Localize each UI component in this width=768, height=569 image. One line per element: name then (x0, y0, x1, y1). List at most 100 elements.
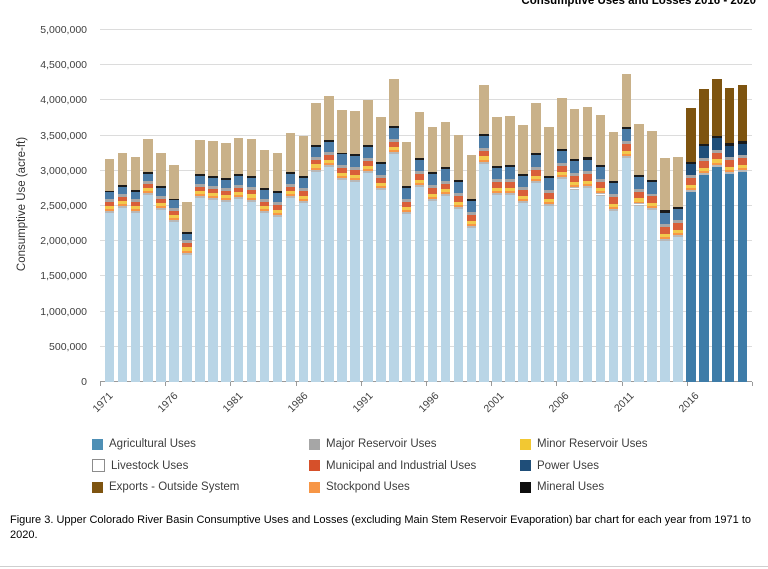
bar-segment (712, 166, 722, 382)
bar-segment (466, 215, 477, 221)
bar-segment (608, 203, 619, 207)
bar-segment (505, 115, 515, 166)
bar-segment (634, 205, 645, 382)
grid-line (100, 134, 752, 136)
bar-slot (219, 30, 232, 382)
bar-segment (737, 141, 748, 144)
bar-segment (182, 240, 192, 244)
bar-segment (518, 201, 528, 204)
bar-segment (233, 199, 244, 382)
bar-segment (117, 208, 128, 382)
bar-segment (699, 174, 709, 382)
bar-segment (143, 184, 153, 188)
bar-segment (686, 163, 696, 176)
bar-segment (272, 209, 283, 214)
bar-segment (595, 188, 606, 192)
bar-segment (531, 155, 541, 168)
bar-segment (440, 183, 451, 189)
bar-segment (337, 109, 347, 153)
bar-slot (284, 30, 297, 382)
bar-segment (272, 217, 283, 382)
bar-segment (440, 121, 451, 168)
bar-segment (673, 157, 683, 207)
bar (208, 30, 218, 382)
bar-segment (531, 153, 541, 156)
bar-segment (220, 187, 231, 191)
x-axis-line (100, 381, 752, 382)
bar-slot (413, 30, 426, 382)
bar-segment (453, 204, 464, 207)
bar (259, 30, 270, 382)
bar-segment (466, 225, 477, 228)
bar-segment (414, 160, 425, 172)
bar-segment (712, 152, 722, 160)
bar-segment (492, 179, 502, 183)
bar-segment (518, 175, 528, 188)
bar-slot (542, 30, 555, 382)
bar-segment (156, 195, 166, 199)
bar-segment (505, 192, 515, 195)
bar (427, 30, 438, 382)
grid-line (100, 205, 752, 206)
bar-segment (634, 191, 645, 199)
legend-item: Major Reservoir Uses (309, 438, 520, 450)
bar-segment (376, 185, 386, 188)
bar-segment (544, 198, 554, 202)
bar-segment (505, 181, 515, 188)
bar-segment (324, 167, 334, 382)
bar-segment (208, 176, 218, 178)
bar-segment (285, 194, 296, 197)
bar-segment (544, 175, 554, 178)
bar-segment (505, 178, 515, 182)
bar-segment (466, 212, 477, 216)
bar-segment (143, 173, 153, 182)
bar (531, 30, 541, 382)
bar-segment (246, 189, 257, 195)
bar-segment (634, 201, 645, 204)
bar-segment (466, 220, 477, 224)
bar-segment (544, 126, 554, 176)
bar-segment (544, 177, 554, 190)
legend-label: Stockpond Uses (326, 481, 410, 493)
bar-segment (595, 195, 606, 382)
bar-segment (699, 88, 709, 145)
bar-slot (491, 30, 504, 382)
bar-slot (245, 30, 258, 382)
bar-segment (272, 191, 283, 194)
legend-swatch (520, 438, 531, 450)
bar-segment (350, 166, 360, 170)
bar-segment (634, 177, 645, 189)
bar-segment (518, 173, 528, 176)
bar-segment (182, 252, 192, 255)
x-axis-tick (686, 382, 688, 386)
bar-segment (220, 198, 231, 201)
bar-segment (311, 146, 321, 157)
bar-segment (233, 195, 244, 198)
bar-slot (142, 30, 155, 382)
bar-segment (414, 112, 425, 159)
x-axis-tick-label: 1976 (155, 390, 181, 416)
bar-segment (414, 186, 425, 382)
bar-segment (259, 187, 270, 190)
bar-slot (594, 30, 607, 382)
bar-segment (453, 134, 464, 181)
bar-segment (324, 159, 334, 164)
bar-segment (724, 87, 735, 144)
bar-segment (427, 127, 438, 173)
bar-segment (311, 159, 321, 165)
bar-segment (272, 193, 283, 203)
bar-segment (169, 165, 179, 199)
bar-segment (505, 190, 515, 193)
bar-segment (298, 176, 309, 179)
bar-segment (582, 157, 593, 160)
figure-caption: Figure 3. Upper Colorado River Basin Con… (10, 514, 752, 542)
bar-segment (388, 152, 399, 155)
bar-segment (208, 188, 218, 193)
bar-segment (388, 125, 399, 128)
bar-segment (479, 159, 489, 162)
bar-segment (544, 203, 554, 206)
bar-slot (193, 30, 206, 382)
bar-segment (569, 173, 580, 177)
bar-segment (182, 250, 192, 253)
